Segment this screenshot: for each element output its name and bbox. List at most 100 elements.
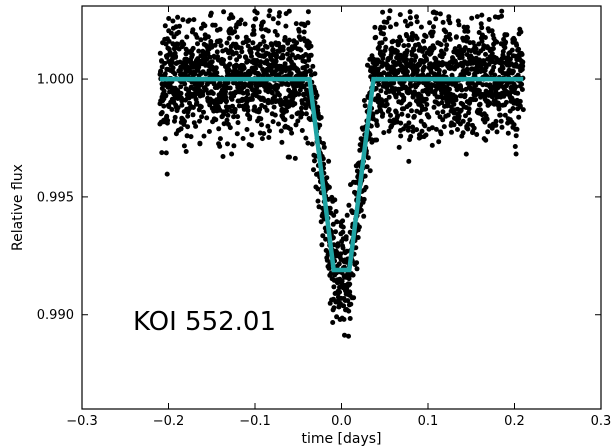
data-point (423, 106, 429, 112)
data-point (318, 115, 324, 120)
data-point (162, 71, 168, 77)
data-point (330, 221, 336, 227)
data-point (179, 102, 185, 108)
y-axis-ticks: 0.990 0.995 1.000 (37, 73, 601, 323)
data-point (265, 123, 271, 129)
data-point (516, 46, 522, 52)
data-point (172, 71, 178, 77)
data-point (250, 23, 256, 29)
data-point (309, 141, 315, 147)
data-point (462, 92, 468, 98)
data-point (347, 281, 353, 287)
data-point (249, 96, 255, 102)
data-point (516, 114, 522, 120)
data-point (381, 130, 387, 136)
data-point (493, 118, 499, 124)
data-point (286, 103, 292, 109)
data-point (238, 17, 244, 23)
data-point (459, 87, 465, 93)
data-point (335, 241, 341, 247)
data-point (431, 24, 436, 30)
data-point (288, 71, 294, 77)
data-point (321, 141, 326, 146)
x-tick-label: −0.2 (153, 414, 185, 429)
data-point (261, 131, 267, 137)
data-point (251, 31, 257, 37)
data-point (408, 83, 414, 89)
data-point (205, 34, 211, 40)
data-point (433, 10, 439, 16)
data-point (429, 125, 435, 131)
data-point (517, 103, 523, 109)
data-point (422, 45, 428, 51)
data-point (278, 128, 284, 134)
data-point (338, 251, 344, 257)
data-point (232, 29, 238, 35)
data-point (257, 41, 263, 47)
data-point (387, 118, 393, 124)
data-point (212, 22, 218, 28)
data-point (423, 96, 429, 102)
data-point (331, 212, 337, 218)
data-point (388, 112, 393, 118)
data-point (305, 20, 311, 26)
data-point (315, 198, 321, 204)
data-point (407, 101, 413, 107)
data-point (386, 15, 392, 21)
data-point (212, 42, 218, 48)
data-point (489, 51, 495, 56)
data-point (386, 94, 392, 100)
data-point (209, 59, 215, 65)
data-point (185, 124, 191, 130)
data-point (256, 71, 262, 77)
data-point (258, 116, 264, 122)
data-point (224, 40, 230, 46)
data-point (336, 261, 342, 267)
data-point (248, 50, 254, 55)
data-point (159, 64, 165, 70)
data-point (221, 121, 227, 127)
data-point (406, 125, 411, 131)
data-point (226, 35, 232, 41)
data-point (473, 97, 479, 103)
data-point (355, 235, 361, 240)
data-point (326, 184, 332, 190)
data-point (184, 56, 190, 62)
data-point (502, 45, 508, 51)
data-point (431, 45, 437, 51)
data-point (438, 131, 444, 137)
data-point (319, 242, 325, 248)
data-point (386, 128, 392, 134)
data-point (190, 105, 196, 110)
data-point (513, 133, 519, 139)
data-point (172, 118, 177, 124)
data-point (477, 101, 483, 107)
data-point (404, 57, 410, 63)
data-point (437, 11, 443, 17)
data-point (178, 90, 184, 96)
data-point (201, 109, 206, 115)
data-point (425, 91, 431, 97)
data-point (280, 47, 286, 53)
data-point (510, 68, 516, 74)
data-point (504, 32, 510, 38)
data-point (323, 236, 329, 242)
data-point (267, 128, 272, 134)
data-point (492, 72, 498, 78)
data-point (315, 186, 321, 192)
data-point (253, 16, 259, 22)
data-point (210, 91, 216, 96)
data-point (308, 43, 314, 49)
data-point (327, 205, 333, 211)
data-point (199, 114, 205, 120)
data-point (299, 128, 305, 133)
data-point (445, 101, 451, 106)
data-point (292, 101, 298, 107)
data-point (214, 70, 220, 76)
data-point (292, 155, 298, 161)
data-point (396, 144, 402, 150)
data-point (168, 30, 174, 36)
data-point (406, 42, 411, 48)
data-point (161, 103, 167, 109)
data-point (197, 118, 202, 124)
